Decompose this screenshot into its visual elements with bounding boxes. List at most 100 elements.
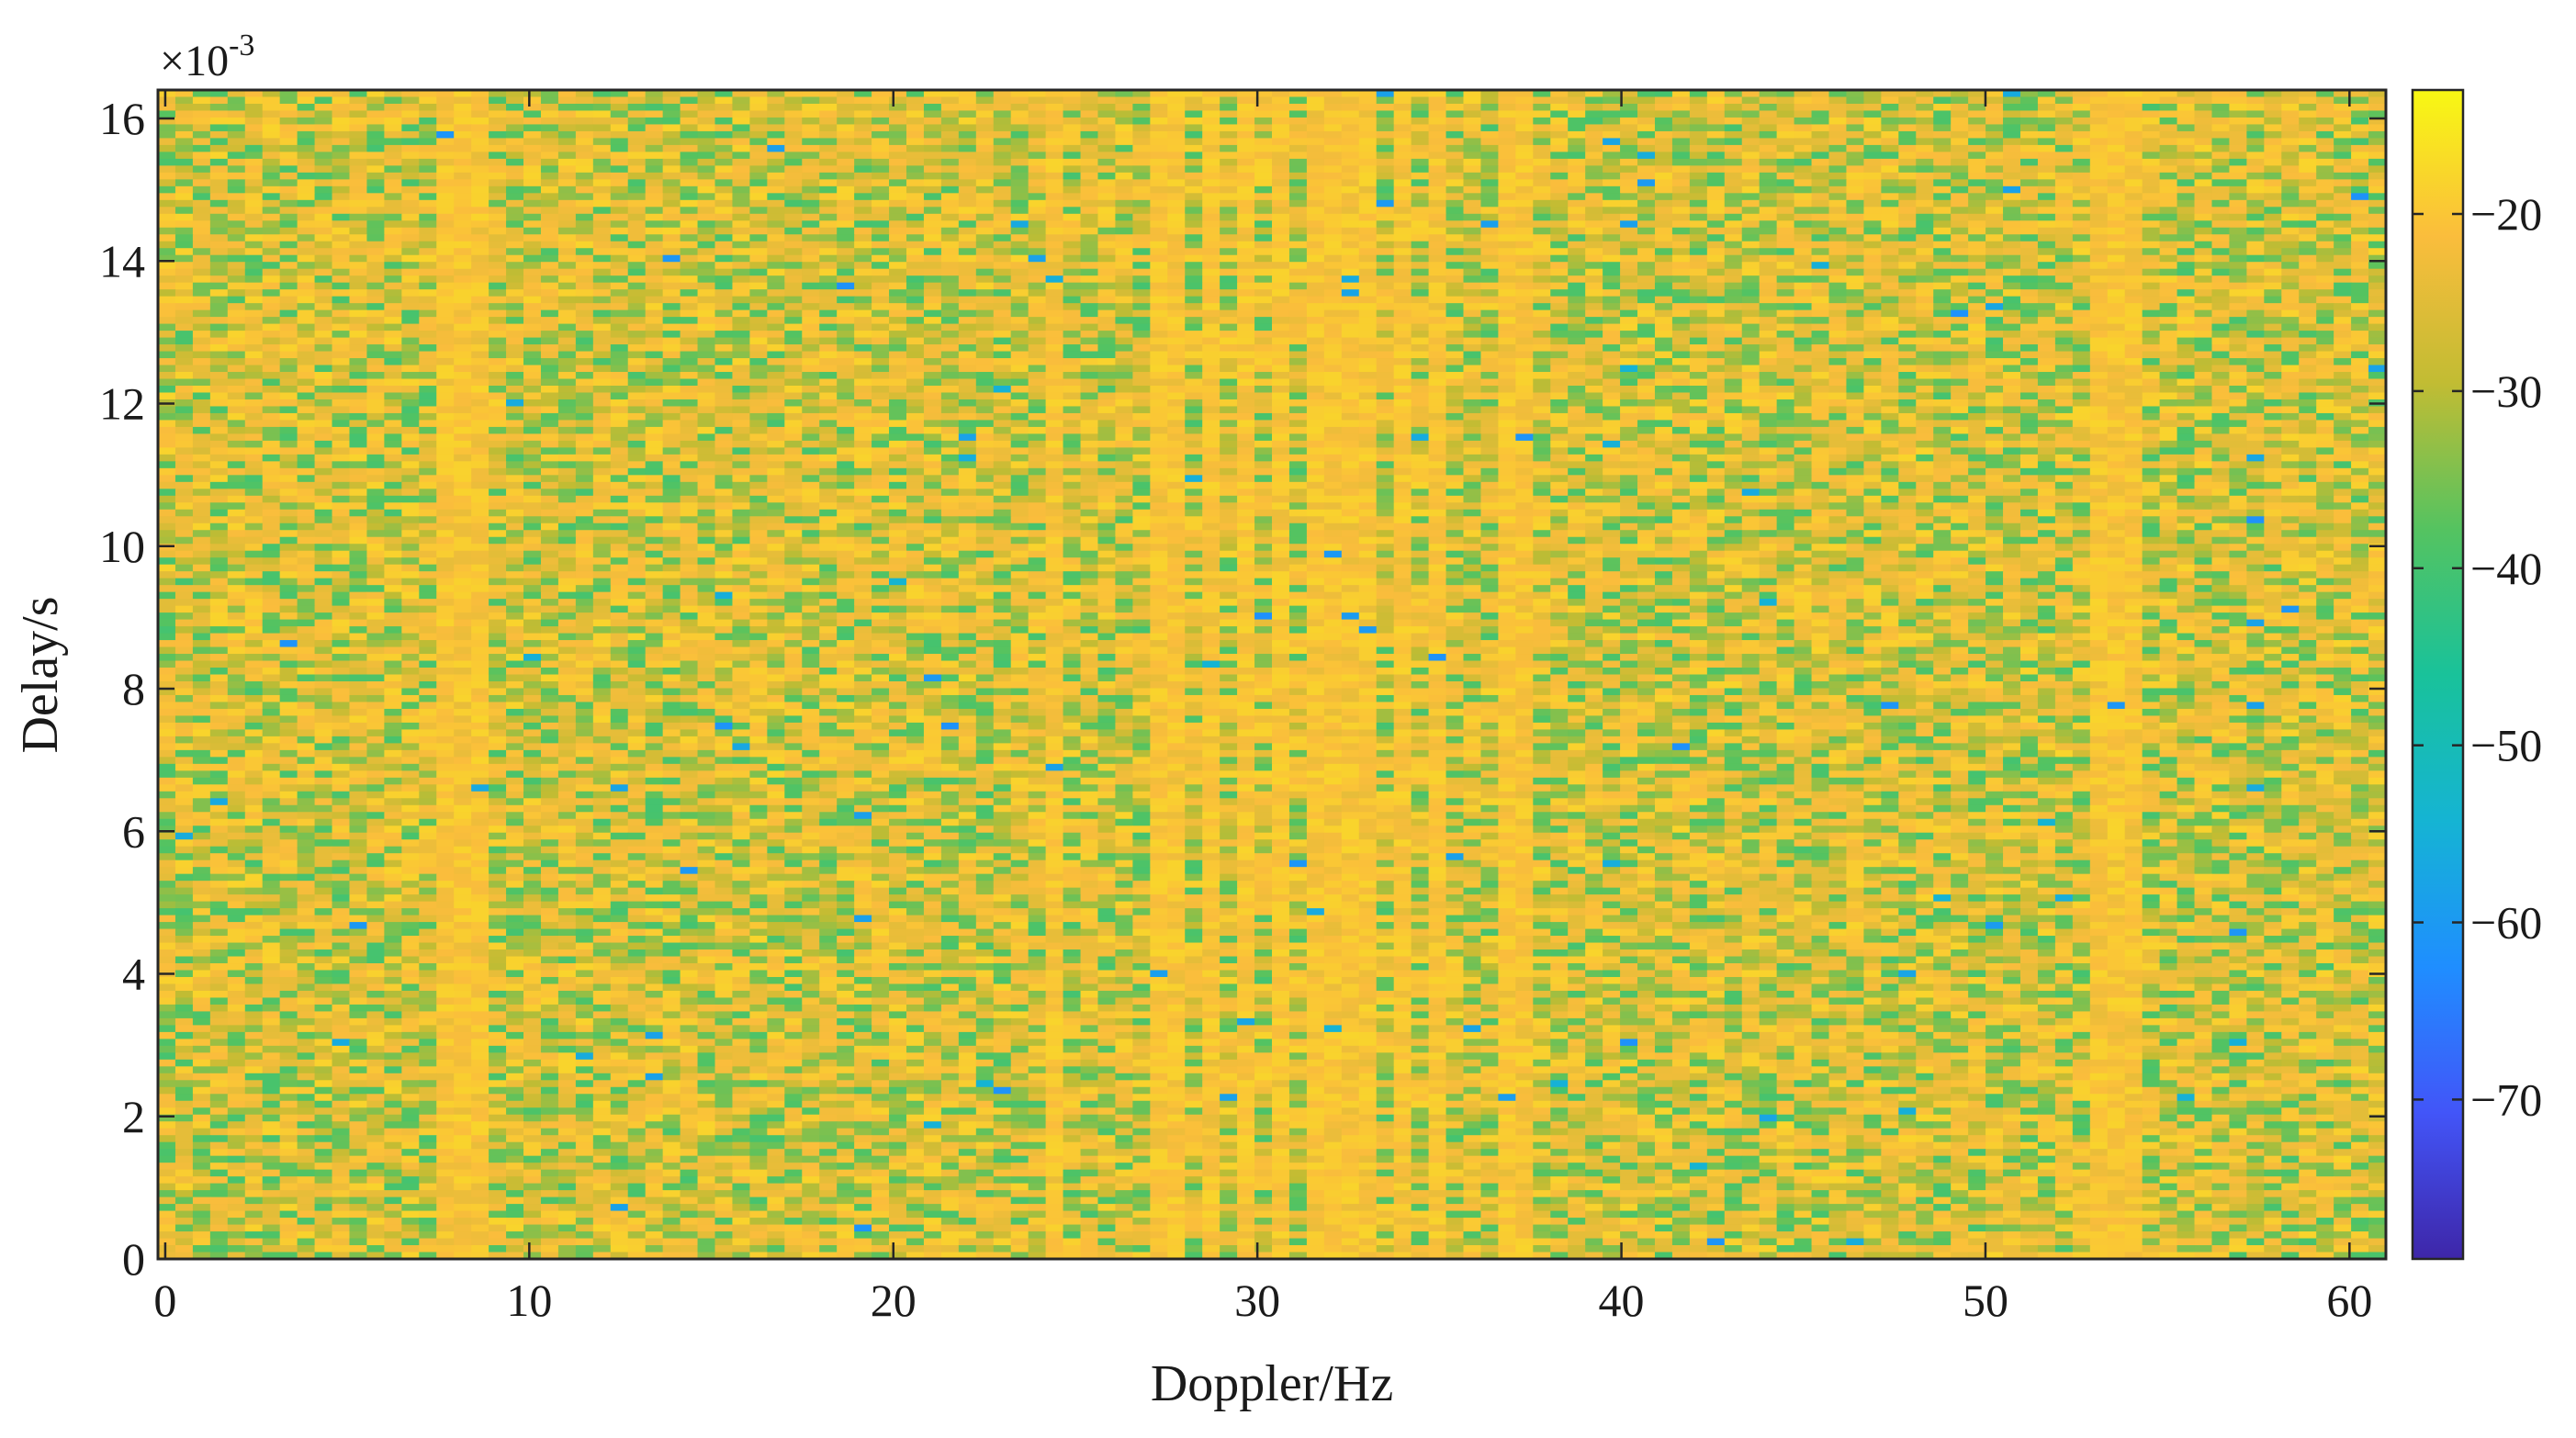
heatmap-cell — [245, 104, 264, 111]
heatmap-cell — [1150, 152, 1168, 159]
heatmap-cell — [1812, 207, 1830, 214]
heatmap-cell — [1081, 131, 1099, 139]
heatmap-cell — [2316, 220, 2334, 228]
heatmap-cell — [2038, 104, 2056, 111]
heatmap-cell — [1097, 173, 1116, 180]
heatmap-cell — [1029, 186, 1047, 194]
heatmap-cell — [732, 234, 750, 242]
heatmap-cell — [1429, 186, 1447, 194]
heatmap-cell — [1429, 110, 1447, 118]
heatmap-cell — [2368, 186, 2387, 194]
heatmap-cell — [1324, 165, 1343, 173]
heatmap-cell — [419, 255, 437, 263]
heatmap-cell — [1480, 110, 1499, 118]
heatmap-cell — [1237, 152, 1255, 159]
heatmap-cell — [315, 220, 333, 228]
heatmap-cell — [2316, 138, 2334, 145]
heatmap-cell — [332, 186, 351, 194]
heatmap-cell — [732, 110, 750, 118]
heatmap-cell — [1568, 165, 1586, 173]
heatmap-cell — [1585, 242, 1603, 249]
heatmap-cell — [1951, 173, 1969, 180]
heatmap-cell — [819, 207, 838, 214]
heatmap-cell — [872, 152, 890, 159]
heatmap-cell — [889, 104, 907, 111]
heatmap-cell — [349, 96, 367, 104]
heatmap-cell — [628, 159, 647, 166]
heatmap-cell — [593, 207, 612, 214]
heatmap-cell — [959, 110, 977, 118]
heatmap-cell — [1342, 110, 1360, 118]
heatmap-cell — [1829, 200, 1848, 208]
heatmap-cell — [1480, 118, 1499, 125]
heatmap-cell — [1620, 228, 1638, 235]
heatmap-cell — [2038, 131, 2056, 139]
heatmap-cell — [628, 179, 647, 186]
heatmap-cell — [1011, 118, 1029, 125]
heatmap-cell — [2368, 165, 2387, 173]
heatmap-cell — [2055, 124, 2074, 131]
heatmap-cell — [263, 193, 281, 200]
heatmap-cell — [889, 193, 907, 200]
heatmap-cell — [1185, 131, 1203, 139]
heatmap-cell — [2299, 186, 2317, 194]
heatmap-cell — [2055, 179, 2074, 186]
heatmap-cell — [784, 159, 803, 166]
heatmap-cell — [593, 173, 612, 180]
heatmap-cell — [681, 228, 699, 235]
heatmap-cell — [193, 179, 211, 186]
heatmap-cell — [193, 220, 211, 228]
heatmap-cell — [2264, 104, 2282, 111]
heatmap-cell — [419, 152, 437, 159]
heatmap-cell — [1307, 214, 1325, 221]
heatmap-cell — [419, 138, 437, 145]
heatmap-cell — [366, 207, 385, 214]
heatmap-cell — [1167, 186, 1186, 194]
heatmap-cell — [854, 152, 872, 159]
heatmap-cell — [2003, 159, 2021, 166]
heatmap-cell — [1498, 186, 1516, 194]
heatmap-cell — [872, 234, 890, 242]
heatmap-cell — [366, 138, 385, 145]
heatmap-cell — [1881, 207, 1899, 214]
heatmap-cell — [1150, 234, 1168, 242]
heatmap-cell — [1097, 186, 1116, 194]
heatmap-cell — [837, 186, 855, 194]
heatmap-cell — [158, 179, 176, 186]
heatmap-cell — [628, 200, 647, 208]
heatmap-cell — [2316, 145, 2334, 152]
heatmap-cell — [1063, 186, 1082, 194]
heatmap-cell — [558, 138, 577, 145]
heatmap-cell — [1046, 159, 1064, 166]
heatmap-cell — [349, 173, 367, 180]
heatmap-cell — [1342, 138, 1360, 145]
heatmap-cell — [2020, 138, 2039, 145]
heatmap-cell — [1081, 104, 1099, 111]
heatmap-cell — [1185, 145, 1203, 152]
heatmap-cell — [1429, 228, 1447, 235]
heatmap-cell — [245, 248, 264, 255]
heatmap-cell — [2090, 131, 2109, 139]
heatmap-cell — [1237, 118, 1255, 125]
heatmap-cell — [2177, 138, 2196, 145]
heatmap-cell — [1916, 138, 1934, 145]
heatmap-cell — [1898, 179, 1917, 186]
heatmap-cell — [454, 234, 472, 242]
heatmap-cell — [2211, 152, 2230, 159]
heatmap-cell — [1289, 179, 1308, 186]
heatmap-cell — [1585, 214, 1603, 221]
heatmap-cell — [1533, 186, 1551, 194]
heatmap-cell — [1429, 214, 1447, 221]
heatmap-cell — [1446, 152, 1465, 159]
heatmap-cell — [715, 248, 734, 255]
heatmap-cell — [280, 138, 298, 145]
heatmap-cell — [1933, 242, 1952, 249]
heatmap-cell — [628, 110, 647, 118]
heatmap-cell — [1585, 131, 1603, 139]
heatmap-cell — [1725, 200, 1743, 208]
heatmap-cell — [1342, 159, 1360, 166]
heatmap-cell — [941, 104, 960, 111]
heatmap-cell — [1185, 96, 1203, 104]
heatmap-cell — [2038, 228, 2056, 235]
heatmap-cell — [2299, 173, 2317, 180]
